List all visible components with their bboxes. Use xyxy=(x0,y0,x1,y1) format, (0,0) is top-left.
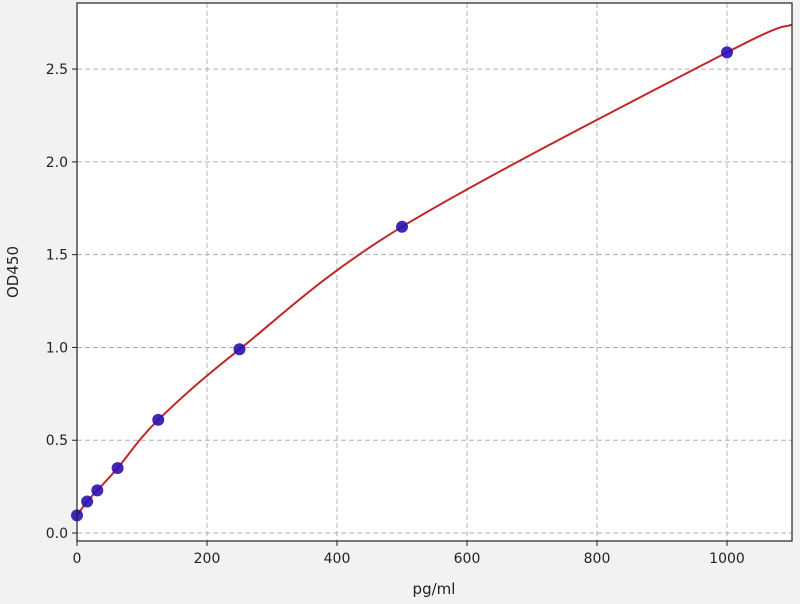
data-point xyxy=(81,495,94,508)
y-tick-label: 1.0 xyxy=(46,340,68,356)
y-tick-label: 0.5 xyxy=(46,433,68,449)
data-point xyxy=(721,46,733,59)
data-point xyxy=(233,343,246,356)
x-axis-label: pg/ml xyxy=(413,580,456,598)
y-axis-label: OD450 xyxy=(4,246,22,298)
grid xyxy=(77,3,792,541)
y-tick-label: 0.0 xyxy=(46,526,68,542)
ticks: 0 200 400 600 800 1000 0.0 0.5 1.0 1.5 2.0 2.5 xyxy=(46,62,745,567)
plot-area xyxy=(77,3,792,541)
x-tick-label: 800 xyxy=(584,551,611,567)
data-point xyxy=(396,220,408,233)
data-point xyxy=(152,413,165,426)
data-point xyxy=(111,462,124,475)
x-tick-label: 1000 xyxy=(709,551,745,567)
x-tick-label: 600 xyxy=(454,551,481,567)
plot-frame xyxy=(76,2,793,542)
y-tick-label: 2.5 xyxy=(46,62,68,78)
y-tick-label: 1.5 xyxy=(46,248,68,264)
x-tick-label: 200 xyxy=(194,551,221,567)
data-point xyxy=(91,484,104,497)
x-tick-label: 0 xyxy=(73,551,82,567)
y-tick-label: 2.0 xyxy=(46,155,68,171)
x-tick-label: 400 xyxy=(324,551,351,567)
